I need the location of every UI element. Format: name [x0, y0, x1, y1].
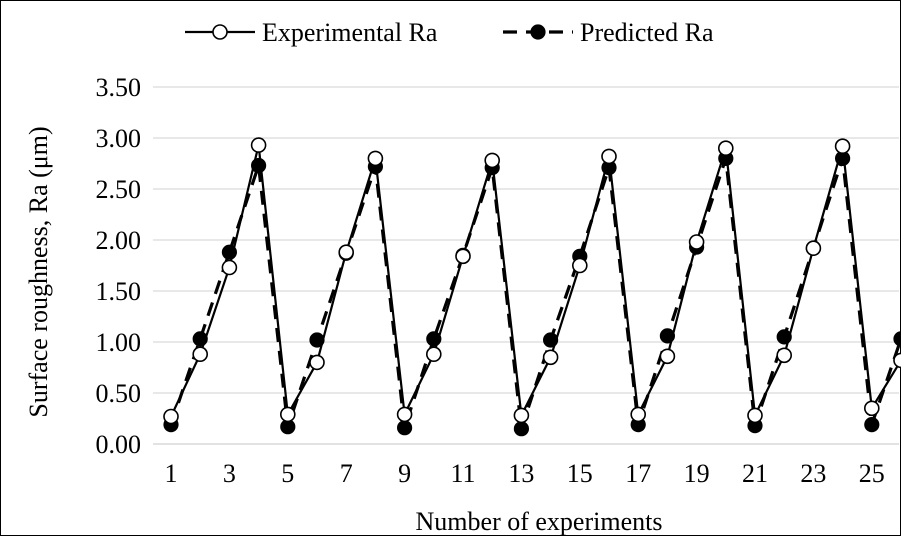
x-axis-label: Number of experiments [416, 507, 663, 536]
y-tick-label: 3.00 [96, 124, 142, 153]
x-tick-label: 21 [742, 459, 768, 488]
x-tick-label: 7 [340, 459, 353, 488]
x-tick-label: 19 [684, 459, 710, 488]
experimental-point [806, 241, 820, 255]
x-tick-label: 25 [859, 459, 885, 488]
x-tick-label: 1 [165, 459, 178, 488]
experimental-point [193, 347, 207, 361]
predicted-point [310, 333, 324, 347]
experimental-point [602, 149, 616, 163]
predicted-point [252, 159, 266, 173]
experimental-point [281, 407, 295, 421]
x-tick-label: 15 [567, 459, 593, 488]
experimental-point [456, 249, 470, 263]
experimental-point [252, 138, 266, 152]
legend-experimental-marker [213, 25, 227, 39]
legend-predicted-marker [531, 25, 545, 39]
predicted-point [660, 329, 674, 343]
predicted-point [193, 332, 207, 346]
experimental-point [894, 353, 901, 367]
y-tick-label: 2.00 [96, 226, 142, 255]
predicted-point [544, 333, 558, 347]
experimental-point [544, 350, 558, 364]
experimental-point [222, 261, 236, 275]
experimental-point [573, 259, 587, 273]
y-tick-label: 3.50 [96, 73, 142, 102]
predicted-point [398, 421, 412, 435]
x-tick-label: 13 [508, 459, 534, 488]
legend-predicted-label: Predicted Ra [580, 18, 714, 47]
y-tick-label: 0.00 [96, 430, 142, 459]
y-tick-label: 1.00 [96, 328, 142, 357]
y-tick-label: 1.50 [96, 277, 142, 306]
experimental-point [485, 153, 499, 167]
legend-experimental-label: Experimental Ra [262, 18, 438, 47]
x-tick-label: 23 [800, 459, 826, 488]
predicted-point [777, 330, 791, 344]
y-tick-label: 2.50 [96, 175, 142, 204]
experimental-point [164, 410, 178, 424]
experimental-point [836, 139, 850, 153]
experimental-point [631, 407, 645, 421]
y-tick-label: 0.50 [96, 379, 142, 408]
experimental-point [339, 245, 353, 259]
x-tick-label: 9 [398, 459, 411, 488]
x-tick-label: 5 [281, 459, 294, 488]
predicted-point [222, 245, 236, 259]
experimental-point [514, 408, 528, 422]
predicted-point [514, 422, 528, 436]
predicted-point [427, 332, 441, 346]
x-tick-label: 17 [625, 459, 651, 488]
experimental-point [310, 355, 324, 369]
experimental-point [690, 235, 704, 249]
experimental-point [865, 401, 879, 415]
predicted-point [865, 418, 879, 432]
experimental-point [368, 151, 382, 165]
x-tick-label: 3 [223, 459, 236, 488]
experimental-point [398, 407, 412, 421]
experimental-point [427, 347, 441, 361]
y-axis-label: Surface roughness, Ra (μm) [24, 126, 53, 417]
experimental-point [660, 349, 674, 363]
x-tick-label: 11 [450, 459, 475, 488]
experimental-point [777, 348, 791, 362]
experimental-point [719, 141, 733, 155]
experimental-point [748, 408, 762, 422]
